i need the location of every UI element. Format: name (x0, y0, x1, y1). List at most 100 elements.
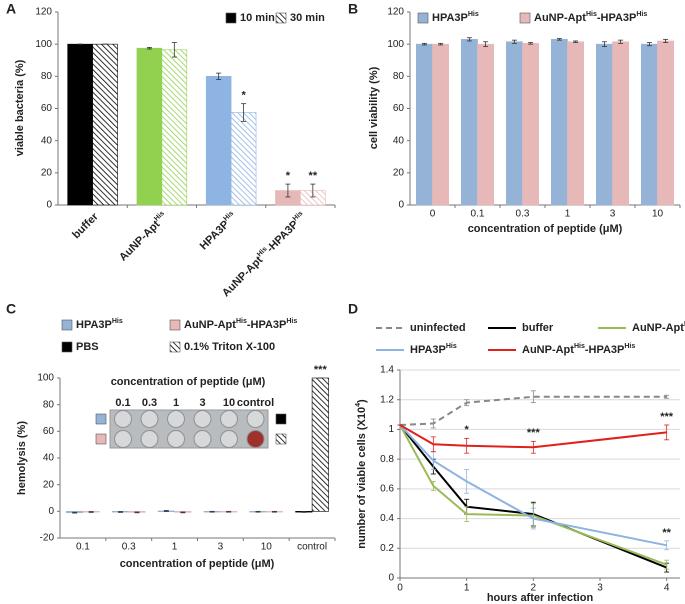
inset-key (95, 413, 107, 425)
x-tick-label: 1 (464, 583, 470, 594)
well (193, 410, 212, 428)
annotation: *** (660, 411, 674, 423)
x-tick-label: 2 (531, 583, 537, 594)
x-tick-label: 0.3 (122, 542, 136, 553)
y-tick-label: 60 (41, 103, 53, 114)
panel-letter: D (348, 301, 358, 317)
text-part: -HPA3P (247, 319, 287, 331)
panel-letter: A (6, 1, 16, 17)
x-tick-label: 0 (397, 583, 403, 594)
x-tick-label: 0.1 (76, 542, 90, 553)
x-tick-label: AuNP-AptHis (117, 210, 170, 263)
legend-label: AuNP-AptHis-HPA3PHis (184, 318, 297, 331)
inset-title: concentration of peptide (μM) (111, 376, 266, 388)
superscript: His (636, 11, 647, 18)
superscript: His (684, 321, 685, 328)
y-tick-label: 0.2 (380, 543, 394, 554)
text-part: HPA3P (76, 319, 112, 331)
bar (477, 43, 495, 206)
x-tick-label: HPA3PHis (197, 210, 239, 252)
legend-swatch (417, 12, 429, 24)
annotation: *** (527, 427, 541, 439)
x-tick-label: 1 (172, 542, 178, 553)
annotation: * (241, 90, 246, 102)
well (140, 430, 159, 448)
y-tick-label: 0.4 (380, 513, 394, 524)
y-axis-label: cell viability (%) (368, 66, 380, 149)
bar (595, 43, 613, 206)
superscript: His (112, 318, 123, 325)
panel-letter: B (348, 1, 358, 17)
text-part: number of viable cells (X10 (356, 407, 368, 549)
bar (640, 43, 658, 206)
well (140, 410, 159, 428)
superscript: His (286, 318, 297, 325)
x-tick-label: 0.1 (471, 209, 485, 220)
well (167, 410, 185, 428)
text-part: AuNP-Apt (534, 12, 586, 24)
superscript: 4 (355, 403, 362, 407)
legend-label: 30 min (290, 12, 325, 24)
text-part: -HPA3P (585, 344, 625, 356)
text-part: AuNP-Apt (184, 319, 236, 331)
x-tick-label: 3 (597, 583, 603, 594)
y-tick-label: 0 (388, 573, 394, 584)
y-tick-label: 60 (43, 426, 55, 437)
inset-column-label: 1 (173, 397, 179, 409)
legend-label: AuNP-AptHis-HPA3PHis (522, 343, 635, 356)
bar (612, 41, 630, 206)
y-tick-label: 40 (393, 135, 405, 146)
y-tick-label: 0 (48, 506, 54, 517)
legend-swatch (61, 319, 73, 331)
bar (205, 76, 232, 206)
x-tick-label: 0 (430, 209, 436, 220)
text-part: AuNP-Apt (117, 218, 162, 263)
superscript: His (574, 343, 585, 350)
superscript: His (624, 343, 635, 350)
inset-column-label: 0.3 (142, 397, 157, 409)
legend-label: HPA3PHis (76, 318, 123, 331)
bar (415, 43, 433, 206)
inset-photo (109, 409, 269, 449)
well (114, 410, 132, 428)
y-tick-label: 100 (35, 39, 52, 50)
y-tick-label: 40 (41, 135, 53, 146)
y-tick-label: 1 (388, 424, 394, 435)
y-tick-label: 1.2 (380, 394, 394, 405)
y-tick-label: 80 (41, 71, 53, 82)
legend-swatch (169, 319, 181, 331)
text-part: AuNP-Apt (220, 254, 265, 299)
bar (92, 43, 118, 206)
inset-column-label: 10 (223, 397, 235, 409)
x-tick-label: 0.3 (516, 209, 530, 220)
inset-column-label: 0.1 (115, 397, 130, 409)
y-tick-label: 0.8 (380, 454, 394, 465)
well (167, 430, 185, 448)
y-tick-label: 0 (398, 200, 404, 211)
y-tick-label: 0 (46, 200, 52, 211)
legend-swatch (169, 341, 181, 353)
y-tick-label: 100 (387, 39, 404, 50)
x-tick-label: buffer (70, 210, 101, 241)
x-tick-label: 3 (218, 542, 224, 553)
text-part: -HPA3P (597, 12, 637, 24)
legend-label: PBS (76, 341, 99, 353)
superscript: His (586, 11, 597, 18)
legend-label: AuNP-AptHis-HPA3PHis (534, 11, 647, 24)
y-tick-label: 120 (35, 7, 52, 18)
x-tick-label: 4 (664, 583, 670, 594)
bar (522, 43, 540, 206)
inset-key (275, 433, 287, 445)
legend-label: buffer (522, 322, 554, 334)
y-tick-label: 120 (387, 7, 404, 18)
legend-label: 0.1% Triton X-100 (184, 341, 275, 353)
legend-label: 10 min (240, 12, 275, 24)
legend-swatch (61, 341, 73, 353)
panel-letter: C (6, 301, 16, 317)
x-axis-label: concentration of peptide (μM) (468, 223, 623, 235)
y-axis-label: number of viable cells (X104) (355, 399, 368, 549)
y-tick-label: 1.4 (380, 365, 394, 376)
text-part: -HPA3P (264, 218, 300, 254)
superscript: His (153, 210, 166, 223)
